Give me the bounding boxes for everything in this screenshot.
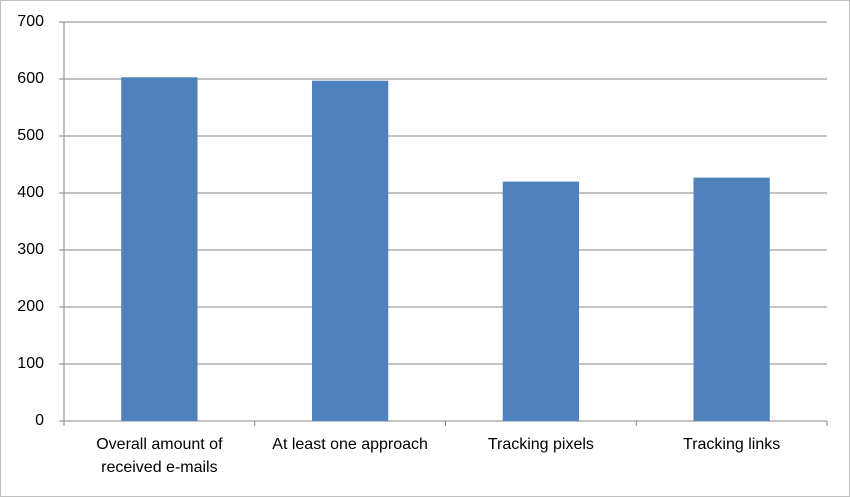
bar [121, 77, 198, 421]
x-tick-label: Tracking pixels [487, 436, 594, 453]
bar [311, 80, 389, 422]
x-tick-label: Overall amount of received e-mails [96, 436, 223, 476]
x-tick-label: At least one approach [272, 436, 428, 453]
y-tick-label: 300 [17, 241, 44, 258]
y-tick-label: 500 [17, 127, 44, 144]
bar [693, 177, 770, 421]
bar [502, 181, 580, 421]
y-tick-label: 100 [17, 355, 44, 372]
x-tick-label: Tracking links [683, 436, 781, 453]
y-tick-label: 0 [35, 412, 44, 429]
y-tick-label: 700 [17, 13, 44, 30]
y-tick-label: 400 [17, 184, 44, 201]
y-tick-label: 600 [17, 70, 44, 87]
y-tick-label: 200 [17, 298, 44, 315]
